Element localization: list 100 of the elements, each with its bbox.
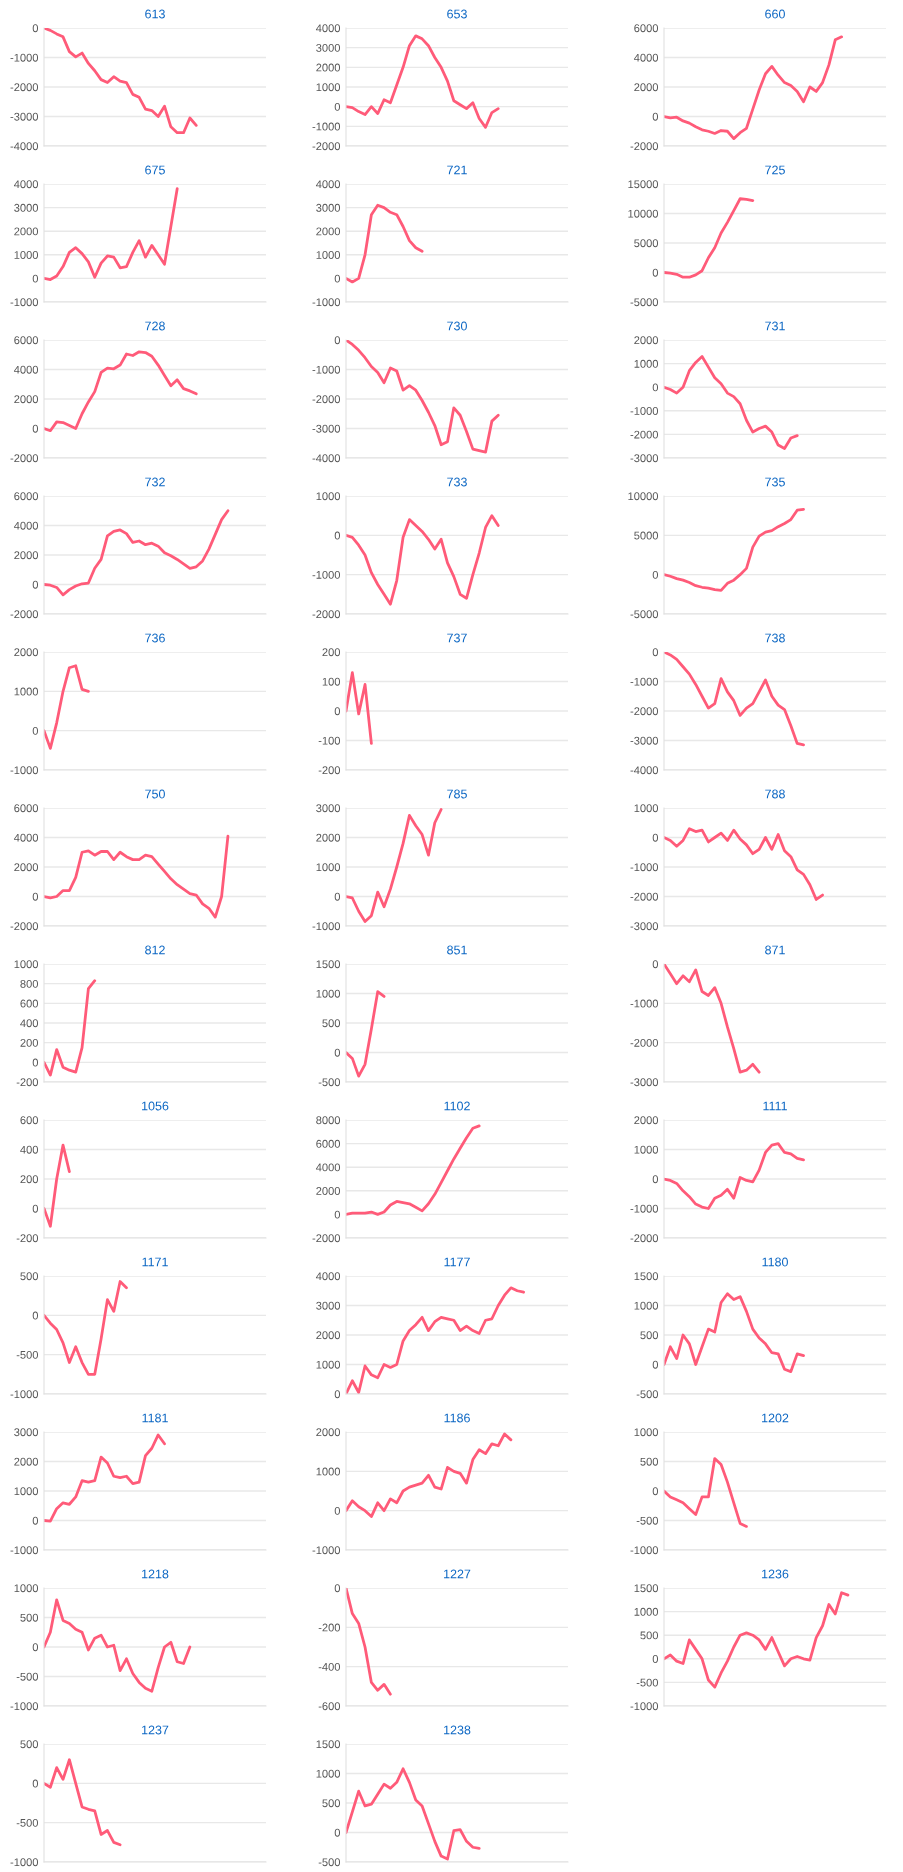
y-tick-label: -3000 [630, 922, 659, 931]
chart-title: 1218 [142, 1569, 169, 1579]
line-series [346, 990, 386, 1078]
y-tick-label: 4000 [13, 365, 39, 374]
y-tick-label: 1000 [634, 1607, 659, 1616]
y-tick-label: -1000 [10, 1390, 39, 1399]
y-tick-label: 0 [334, 707, 341, 716]
y-tick-label: 0 [334, 1506, 341, 1515]
line-series [664, 355, 799, 450]
y-tick-label: -200 [16, 1078, 39, 1087]
y-tick-label: 400 [20, 1019, 39, 1028]
y-tick-label: 500 [322, 1799, 341, 1808]
y-tick-label: 2000 [14, 551, 39, 560]
line-series [44, 1433, 166, 1523]
y-tick-label: -1000 [10, 1702, 39, 1711]
y-tick-label: -500 [16, 1350, 39, 1359]
y-tick-label: 0 [32, 1643, 39, 1652]
line-series [44, 1758, 122, 1847]
y-tick-label: 6000 [634, 24, 659, 33]
line-series [44, 350, 198, 433]
y-tick-label: -4000 [10, 142, 39, 151]
y-tick-label: 600 [20, 1116, 39, 1125]
y-tick-label: 6000 [14, 336, 39, 345]
y-tick-label: 800 [20, 979, 39, 988]
y-tick-label: 0 [32, 1058, 39, 1067]
line-series [664, 197, 755, 279]
y-tick-label: -500 [16, 1818, 39, 1827]
y-tick-label: 0 [652, 1487, 659, 1496]
line-series [664, 1142, 805, 1210]
y-tick-label: -3000 [630, 736, 659, 745]
y-tick-label: 10000 [628, 492, 659, 501]
y-tick-label: 1000 [14, 1487, 39, 1496]
y-tick-label: -2000 [312, 142, 341, 151]
y-tick-label: -1000 [630, 1204, 659, 1213]
y-tick-label: -1000 [10, 1546, 39, 1555]
y-tick-label: 0 [32, 1204, 39, 1213]
line-series [664, 652, 805, 747]
chart-title: 660 [765, 9, 785, 19]
y-tick-label: 4000 [13, 521, 39, 530]
y-tick-label: 0 [32, 1311, 39, 1320]
chart-title: 871 [765, 945, 785, 955]
y-tick-label: -5000 [630, 298, 659, 307]
chart-title: 731 [765, 321, 785, 331]
y-tick-label: 0 [652, 1655, 659, 1663]
y-tick-label: 4000 [13, 180, 39, 189]
y-tick-label: -4000 [630, 766, 659, 775]
y-tick-label: 2000 [316, 63, 341, 72]
y-tick-label: 500 [20, 1740, 39, 1749]
line-series [664, 827, 824, 901]
chart-title: 1102 [444, 1101, 470, 1111]
chart-title: 653 [447, 9, 467, 19]
chart-title: 721 [447, 165, 467, 175]
y-tick-label: 3000 [14, 1428, 39, 1437]
chart-title: 1237 [142, 1725, 169, 1735]
y-tick-label: -200 [318, 766, 341, 775]
y-tick-label: -500 [636, 1516, 659, 1525]
y-tick-label: 0 [334, 1210, 341, 1219]
y-tick-label: 1500 [316, 960, 341, 969]
line-series [346, 1767, 481, 1861]
y-tick-label: -4000 [312, 454, 341, 463]
y-tick-label: 2000 [634, 83, 659, 92]
y-tick-label: 1000 [316, 83, 341, 92]
y-tick-label: 15000 [628, 180, 659, 189]
chart-title: 613 [145, 9, 165, 19]
y-tick-label: -1000 [630, 1546, 659, 1555]
line-series [664, 1591, 850, 1689]
line-series [346, 1588, 392, 1696]
y-tick-label: 0 [652, 570, 659, 579]
y-tick-label: -500 [636, 1390, 659, 1399]
line-series [346, 514, 500, 606]
y-tick-label: 0 [652, 112, 659, 121]
y-tick-label: 5000 [634, 531, 659, 540]
y-tick-label: -1000 [312, 1546, 341, 1555]
y-tick-label: 8000 [316, 1116, 341, 1125]
y-tick-label: 2000 [316, 1331, 341, 1340]
chart-title: 737 [447, 633, 467, 643]
y-tick-label: -400 [318, 1662, 341, 1671]
y-tick-label: 3000 [316, 203, 341, 212]
y-tick-label: 2000 [14, 863, 39, 872]
y-tick-label: 1000 [316, 863, 341, 872]
y-tick-label: 0 [334, 1584, 341, 1593]
line-series [44, 1598, 192, 1693]
y-tick-label: -1000 [312, 122, 341, 131]
chart-title: 1238 [444, 1725, 471, 1735]
y-tick-label: 1000 [14, 251, 39, 259]
y-tick-label: -1000 [630, 999, 659, 1008]
y-tick-label: -600 [318, 1702, 341, 1711]
line-series [346, 340, 500, 454]
y-tick-label: 2000 [14, 648, 39, 657]
y-tick-label: 600 [20, 999, 39, 1008]
line-series [44, 187, 179, 281]
y-tick-label: 200 [20, 1175, 39, 1184]
y-tick-label: -1000 [630, 1702, 659, 1711]
y-tick-label: 0 [334, 274, 341, 283]
y-tick-label: 3000 [316, 1301, 341, 1310]
line-series [346, 1432, 513, 1518]
y-tick-label: -500 [318, 1858, 341, 1867]
y-tick-label: -2000 [312, 395, 341, 404]
line-series [664, 507, 805, 592]
y-tick-label: 3000 [14, 203, 39, 212]
